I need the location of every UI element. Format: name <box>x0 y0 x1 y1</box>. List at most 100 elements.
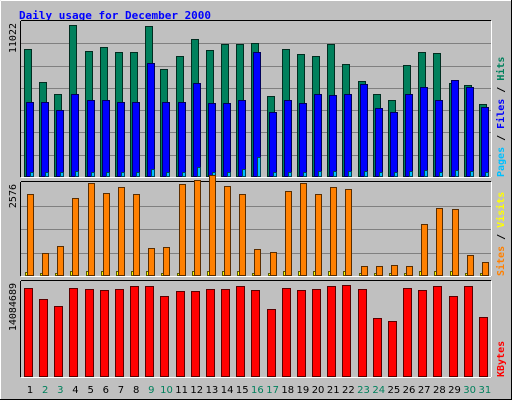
bar-sites-day-29 <box>452 209 459 276</box>
bar-sites-day-21 <box>330 187 337 276</box>
day-label-23: 23 <box>357 385 370 396</box>
bar-files-day-1 <box>26 102 34 177</box>
bar-pages-day-10 <box>166 172 170 177</box>
bar-sites-day-23 <box>361 266 368 276</box>
panel-sites-visits: 2576 Sites / Visits <box>8 175 507 277</box>
day-label-30: 30 <box>463 385 476 396</box>
bar-kbytes-day-6 <box>100 290 109 377</box>
bar-kbytes-day-22 <box>342 285 351 377</box>
y-axis-max-label: 2576 <box>8 184 19 208</box>
day-label-14: 14 <box>221 385 234 396</box>
bar-kbytes-day-17 <box>267 309 276 377</box>
bar-sites-day-24 <box>376 266 383 276</box>
day-label-29: 29 <box>448 385 461 396</box>
bar-pages-day-19 <box>303 172 307 177</box>
day-label-5: 5 <box>87 385 93 396</box>
bar-pages-day-16 <box>257 157 261 177</box>
bar-files-day-2 <box>41 102 49 177</box>
bar-sites-day-2 <box>42 253 49 276</box>
day-label-6: 6 <box>103 385 109 396</box>
legend-separator: / <box>496 129 507 147</box>
bar-sites-day-9 <box>148 248 155 276</box>
day-label-25: 25 <box>388 385 401 396</box>
bar-files-day-4 <box>71 94 79 177</box>
bar-sites-day-22 <box>345 189 352 276</box>
bar-files-day-7 <box>117 102 125 177</box>
bar-kbytes-day-3 <box>54 306 63 377</box>
bar-kbytes-day-11 <box>176 291 185 377</box>
series-kbytes <box>24 285 488 377</box>
bar-pages-day-2 <box>45 172 49 177</box>
bar-files-day-31 <box>481 107 489 177</box>
day-labels: 1 2 3 4 5 6 7 8 9 10 11 12 13 14 15 16 17 18 19 20 21 22 23 24 2… <box>27 385 491 396</box>
day-label-4: 4 <box>72 385 78 396</box>
bar-sites-day-31 <box>482 262 489 276</box>
bar-pages-day-31 <box>485 172 489 177</box>
legend-separator: / <box>496 228 507 246</box>
day-label-13: 13 <box>206 385 219 396</box>
bar-sites-day-27 <box>421 224 428 276</box>
bar-files-day-19 <box>299 103 307 177</box>
bar-kbytes-day-23 <box>358 289 367 377</box>
bar-sites-day-25 <box>391 265 398 276</box>
bar-sites-day-6 <box>103 193 110 276</box>
bar-files-day-5 <box>87 100 95 177</box>
bar-files-day-13 <box>208 103 216 177</box>
bar-sites-day-20 <box>315 194 322 276</box>
bar-sites-day-14 <box>224 186 231 276</box>
bar-kbytes-day-24 <box>373 318 382 377</box>
bar-sites-day-17 <box>270 252 277 276</box>
bar-pages-day-30 <box>470 171 474 177</box>
bar-kbytes-day-18 <box>282 288 291 377</box>
bar-files-day-6 <box>102 100 110 177</box>
bar-pages-day-5 <box>91 172 95 177</box>
bar-kbytes-day-1 <box>24 288 33 377</box>
bar-pages-day-1 <box>30 172 34 177</box>
legend-entry-kbytes: KBytes <box>496 341 507 377</box>
bar-kbytes-day-27 <box>418 290 427 377</box>
legend-kbytes: KBytes <box>496 341 507 377</box>
day-label-31: 31 <box>478 385 491 396</box>
day-label-15: 15 <box>236 385 249 396</box>
bar-sites-day-3 <box>57 246 64 276</box>
day-label-1: 1 <box>27 385 33 396</box>
bar-kbytes-day-4 <box>69 288 78 377</box>
bar-files-day-20 <box>314 94 322 177</box>
day-label-12: 12 <box>190 385 203 396</box>
day-label-18: 18 <box>281 385 294 396</box>
legend-sites-visits: Sites / Visits <box>495 192 507 276</box>
bar-pages-day-15 <box>242 169 246 177</box>
bar-kbytes-day-21 <box>327 286 336 377</box>
bar-files-day-30 <box>466 87 474 177</box>
bar-pages-day-8 <box>136 172 140 177</box>
bar-sites-day-16 <box>254 249 261 276</box>
legend-separator: / <box>496 81 507 99</box>
day-label-20: 20 <box>312 385 325 396</box>
bar-kbytes-day-28 <box>433 286 442 377</box>
panel-kbytes: 14084689 KBytes <box>8 280 507 378</box>
bar-files-day-10 <box>162 102 170 177</box>
y-axis-max-label: 14084689 <box>8 283 19 331</box>
bar-sites-day-10 <box>163 247 170 276</box>
bar-kbytes-day-30 <box>464 286 473 377</box>
bar-pages-day-26 <box>409 171 413 177</box>
bar-pages-day-27 <box>424 170 428 177</box>
bar-sites-day-30 <box>467 255 474 276</box>
bar-pages-day-20 <box>318 171 322 177</box>
bar-kbytes-day-29 <box>449 296 458 377</box>
day-label-28: 28 <box>433 385 446 396</box>
day-label-22: 22 <box>342 385 355 396</box>
legend-entry-sites: Sites <box>495 246 507 276</box>
bar-kbytes-day-26 <box>403 288 412 377</box>
day-label-16: 16 <box>251 385 264 396</box>
bar-files-day-11 <box>178 102 186 177</box>
bar-kbytes-day-9 <box>145 286 154 377</box>
bar-kbytes-day-19 <box>297 290 306 377</box>
bar-files-day-15 <box>238 100 246 177</box>
legend-entry-visits: Visits <box>495 192 507 228</box>
legend-entry-hits: Hits <box>495 57 507 81</box>
bar-files-day-25 <box>390 112 398 177</box>
day-label-8: 8 <box>133 385 139 396</box>
